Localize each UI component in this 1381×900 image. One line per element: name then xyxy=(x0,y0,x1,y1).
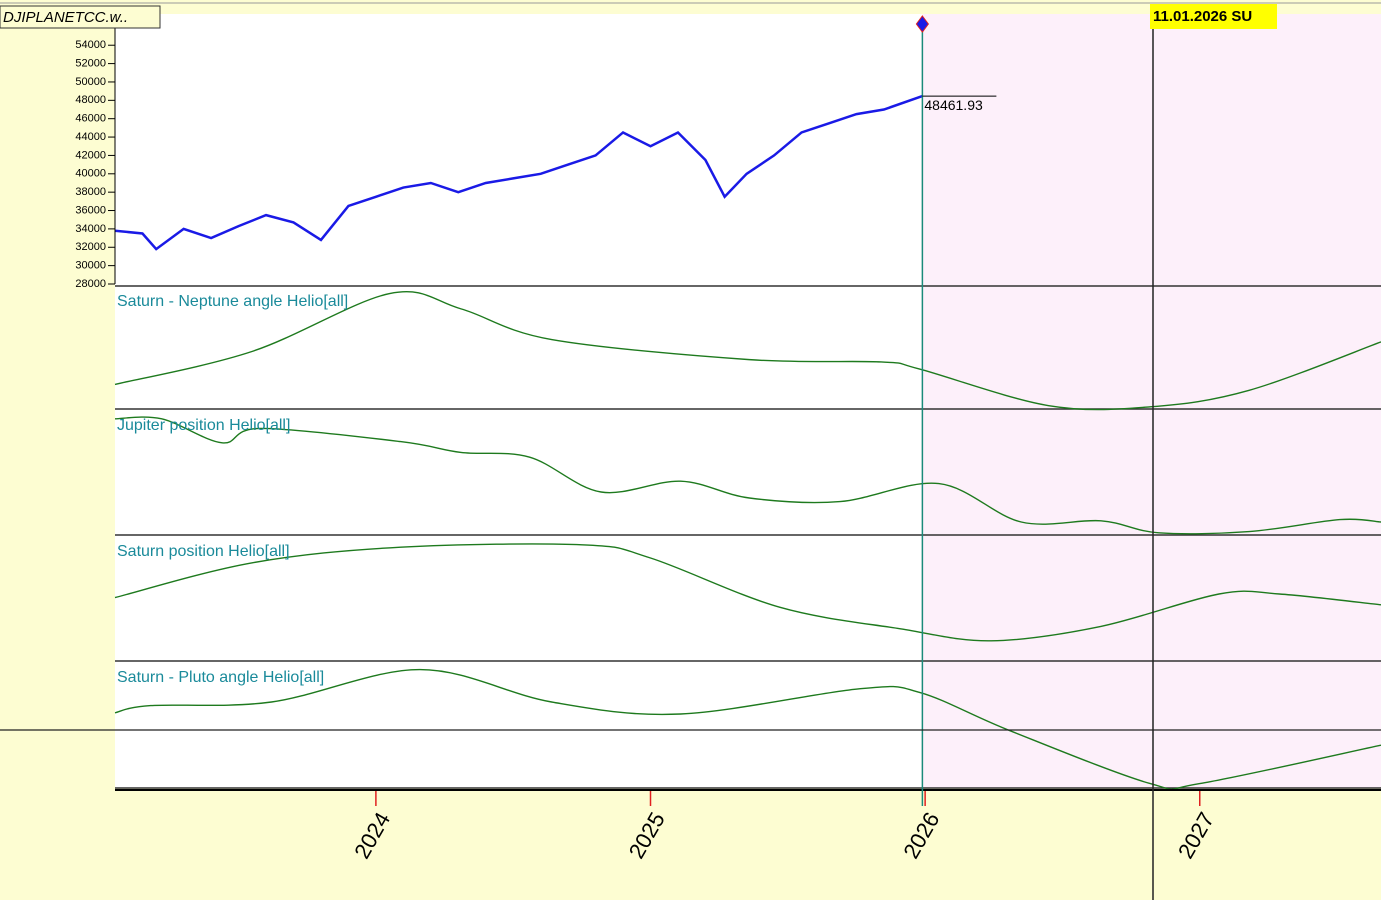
cursor-date: 11.01.2026 SU xyxy=(1153,8,1252,25)
cursor-date-box xyxy=(1150,4,1277,29)
y-tick-label: 54000 xyxy=(75,39,106,51)
y-tick-label: 36000 xyxy=(75,204,106,216)
plot-layer: 28000 30000 32000 34000 36000 38000 40000 42000… xyxy=(75,14,1381,863)
indicator-line xyxy=(114,416,1381,535)
y-tick-label: 34000 xyxy=(75,223,106,235)
future-shade xyxy=(922,14,1381,788)
y-tick-label: 50000 xyxy=(75,76,106,88)
today-marker xyxy=(915,15,930,33)
y-tick-label: 30000 xyxy=(75,260,106,272)
panel-title: Saturn position Helio[all] xyxy=(117,543,290,560)
y-tick-label: 52000 xyxy=(75,57,106,69)
y-tick-label: 40000 xyxy=(75,168,106,180)
indicator-line xyxy=(114,543,1381,642)
y-tick-label: 48000 xyxy=(75,94,106,106)
panel-title: Jupiter position Helio[all] xyxy=(117,417,290,434)
y-tick-label: 38000 xyxy=(75,186,106,198)
panel-title: Saturn - Pluto angle Helio[all] xyxy=(117,669,324,686)
y-tick-label: 44000 xyxy=(75,131,106,143)
indicator-line xyxy=(114,290,1381,411)
y-tick-label: 46000 xyxy=(75,113,106,125)
price-line xyxy=(114,94,923,251)
y-tick-label: 42000 xyxy=(75,149,106,161)
y-tick-label: 32000 xyxy=(75,241,106,253)
symbol-title[interactable]: DJIPLANETCC.w.. xyxy=(3,9,128,26)
last-price-label: 48461.93 xyxy=(924,97,983,113)
panel-title: Saturn - Neptune angle Helio[all] xyxy=(117,293,348,310)
symbol-box[interactable] xyxy=(0,5,161,29)
indicator-line xyxy=(114,668,1381,790)
overlay-layer: 11.01.2026 SU DJIPLANETCC.w.. xyxy=(0,4,1381,900)
y-tick-label: 28000 xyxy=(75,278,106,290)
